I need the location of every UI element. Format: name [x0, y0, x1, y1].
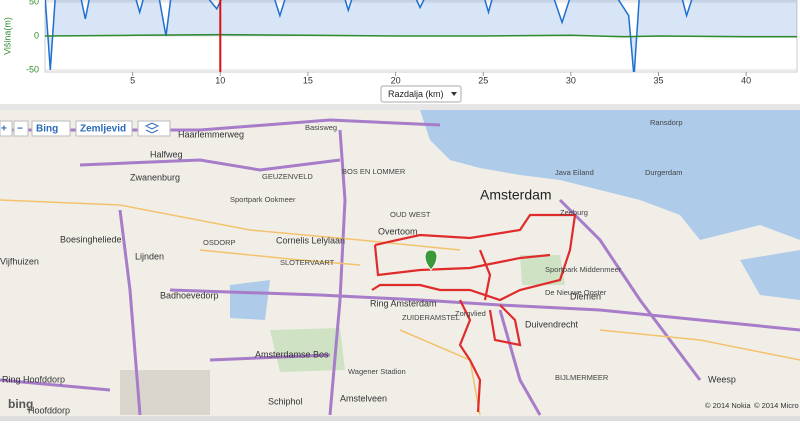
divider — [0, 104, 800, 110]
map-label: Durgerdam — [645, 168, 683, 177]
map-label: BIJLMERMEER — [555, 373, 609, 382]
x-tick-label: 35 — [654, 75, 664, 85]
dropdown-label[interactable]: Razdalja (km) — [388, 89, 444, 99]
dropdown[interactable] — [380, 85, 462, 103]
bottom-bar — [0, 416, 800, 421]
map-label: Overtoom — [378, 226, 418, 236]
map-label: Badhoevedorp — [160, 290, 219, 300]
map-label: Amstelveen — [340, 393, 387, 403]
map-label: Zwanenburg — [130, 172, 180, 182]
map-type-button[interactable] — [75, 120, 133, 137]
map-label: Basisweg — [305, 123, 337, 132]
map-label: Ring Amsterdam — [370, 298, 437, 308]
map-label: Lijnden — [135, 251, 164, 261]
zoom-out-label[interactable]: − — [17, 124, 23, 135]
map-controls[interactable]: + − Bing Zemljevid — [0, 120, 171, 137]
x-tick-label: 25 — [478, 75, 488, 85]
map-label: De Nieuwe Ooster — [545, 288, 607, 297]
copyright: © 2014 Micro — [754, 401, 799, 410]
map-label: GEUZENVELD — [262, 172, 313, 181]
dropdown-arrow — [451, 92, 457, 96]
map-label: Sportpark Middenmeer — [545, 265, 622, 274]
x-tick-label: 10 — [215, 75, 225, 85]
y-tick-label: -50 — [26, 64, 39, 74]
x-tick-label: 15 — [303, 75, 313, 85]
map-label: Ring Hoofddorp — [2, 374, 65, 384]
map-label: Boesingheliede — [60, 234, 122, 244]
map-label: Sportpark Ookmeer — [230, 195, 296, 204]
map-label: Weesp — [708, 374, 736, 384]
elevation-chart: Višina(m) 50 0 -50 5 10 15 20 25 30 35 40 — [2, 0, 798, 85]
map-label: Halfweg — [150, 149, 183, 159]
map-label: Hoofddorp — [28, 405, 70, 415]
map: Haarlemmerweg Halfweg Zwanenburg Basiswe… — [0, 110, 800, 416]
layers-icon — [144, 122, 160, 134]
zoom-out-button[interactable] — [13, 120, 29, 137]
map-type-label[interactable]: Zemljevid — [80, 124, 126, 135]
start-marker[interactable] — [424, 249, 438, 271]
x-selector[interactable]: Razdalja (km) — [380, 85, 462, 103]
map-label: Vijfhuizen — [0, 256, 39, 266]
map-label: Wagener Stadion — [348, 367, 406, 376]
provider-button[interactable] — [31, 120, 71, 137]
y-tick-label: 50 — [29, 0, 39, 6]
y-axis-label: Višina(m) — [2, 17, 12, 55]
map-label: Zeeburg — [560, 208, 588, 217]
map-label: ZUIDERAMSTEL — [402, 313, 460, 322]
map-label: Schiphol — [268, 396, 303, 406]
map-label: Java Eiland — [555, 168, 594, 177]
map-label: SLOTERVAART — [280, 258, 335, 267]
x-tick-label: 5 — [130, 75, 135, 85]
map-label: Ransdorp — [650, 118, 683, 127]
bing-logo: bing — [8, 397, 33, 411]
copyright: © 2014 Nokia — [705, 401, 751, 410]
route — [371, 213, 577, 413]
map-label: BOS EN LOMMER — [342, 167, 406, 176]
x-tick-label: 20 — [391, 75, 401, 85]
map-label: Duivendrecht — [525, 319, 579, 329]
zoom-in-label[interactable]: + — [1, 124, 7, 135]
map-label: Haarlemmerweg — [178, 129, 244, 139]
x-tick-label: 40 — [741, 75, 751, 85]
provider-label[interactable]: Bing — [36, 124, 58, 135]
map-label: OUD WEST — [390, 210, 431, 219]
map-label: Diemen — [570, 291, 601, 301]
map-label: Amsterdam — [480, 187, 552, 203]
map-label: Zorgvlied — [455, 309, 486, 318]
series-line — [45, 33, 797, 38]
plot-area — [45, 0, 797, 72]
map-label: OSDORP — [203, 238, 236, 247]
x-tick-label: 30 — [566, 75, 576, 85]
series-line — [45, 0, 693, 72]
zoom-in-button[interactable] — [0, 120, 13, 137]
map-label: Cornelis Lelylaan — [276, 235, 345, 245]
map-label: Amsterdamse Bos — [255, 349, 329, 359]
y-tick-label: 0 — [34, 30, 39, 40]
